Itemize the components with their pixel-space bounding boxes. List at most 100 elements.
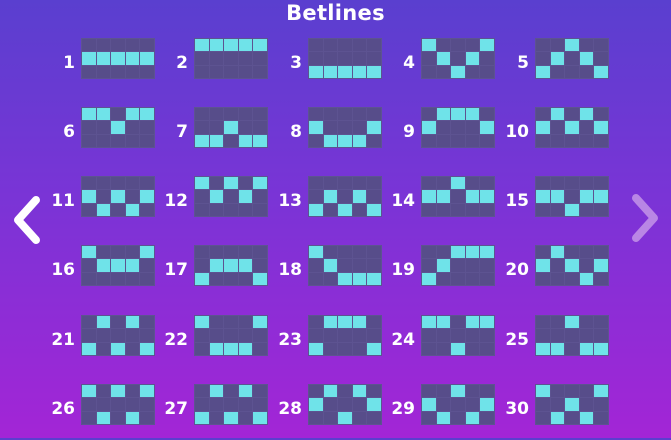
active-cell xyxy=(480,121,494,134)
inactive-cell xyxy=(451,411,465,424)
inactive-cell xyxy=(309,39,323,52)
active-cell xyxy=(238,39,253,52)
active-cell xyxy=(480,39,494,52)
inactive-cell xyxy=(209,272,224,285)
inactive-cell xyxy=(480,272,494,285)
inactive-cell xyxy=(338,342,352,355)
inactive-cell xyxy=(209,411,224,424)
inactive-cell xyxy=(436,121,451,134)
betline-16: 16 xyxy=(35,245,155,301)
active-cell xyxy=(111,259,125,272)
inactive-cell xyxy=(536,203,550,216)
inactive-cell xyxy=(352,246,367,259)
active-cell xyxy=(536,190,550,203)
inactive-cell xyxy=(565,342,579,355)
inactive-cell xyxy=(565,190,579,203)
inactive-cell xyxy=(436,39,451,52)
inactive-cell xyxy=(594,134,608,147)
betline-pattern xyxy=(421,315,495,356)
betline-pattern xyxy=(535,384,609,425)
inactive-cell xyxy=(536,108,550,121)
active-cell xyxy=(140,190,154,203)
inactive-cell xyxy=(436,177,451,190)
inactive-cell xyxy=(465,329,480,342)
active-cell xyxy=(451,177,465,190)
active-cell xyxy=(536,385,550,398)
inactive-cell xyxy=(579,177,594,190)
inactive-cell xyxy=(367,246,381,259)
inactive-cell xyxy=(238,329,253,342)
inactive-cell xyxy=(111,203,125,216)
active-cell xyxy=(338,65,352,78)
inactive-cell xyxy=(238,108,253,121)
inactive-cell xyxy=(238,398,253,411)
active-cell xyxy=(253,134,267,147)
inactive-cell xyxy=(451,203,465,216)
inactive-cell xyxy=(422,65,436,78)
active-cell xyxy=(338,203,352,216)
active-cell xyxy=(565,316,579,329)
active-cell xyxy=(96,411,111,424)
betline-number: 24 xyxy=(391,330,415,350)
active-cell xyxy=(195,39,209,52)
active-cell xyxy=(352,65,367,78)
inactive-cell xyxy=(323,52,338,65)
inactive-cell xyxy=(111,411,125,424)
betline-14: 14 xyxy=(375,176,495,232)
inactive-cell xyxy=(338,177,352,190)
inactive-cell xyxy=(338,190,352,203)
active-cell xyxy=(451,385,465,398)
active-cell xyxy=(82,385,96,398)
inactive-cell xyxy=(536,272,550,285)
inactive-cell xyxy=(480,65,494,78)
betline-number: 3 xyxy=(290,53,302,73)
active-cell xyxy=(565,39,579,52)
betline-number: 11 xyxy=(51,191,75,211)
inactive-cell xyxy=(224,108,238,121)
inactive-cell xyxy=(125,272,140,285)
inactive-cell xyxy=(253,108,267,121)
inactive-cell xyxy=(195,246,209,259)
inactive-cell xyxy=(125,177,140,190)
active-cell xyxy=(253,411,267,424)
next-page-button[interactable] xyxy=(624,192,664,244)
betline-number: 8 xyxy=(290,122,302,142)
inactive-cell xyxy=(480,342,494,355)
active-cell xyxy=(82,190,96,203)
previous-page-button[interactable] xyxy=(8,194,48,246)
active-cell xyxy=(323,259,338,272)
active-cell xyxy=(480,190,494,203)
inactive-cell xyxy=(550,177,565,190)
inactive-cell xyxy=(253,52,267,65)
inactive-cell xyxy=(367,177,381,190)
active-cell xyxy=(367,342,381,355)
active-cell xyxy=(224,177,238,190)
active-cell xyxy=(436,108,451,121)
active-cell xyxy=(224,121,238,134)
inactive-cell xyxy=(253,259,267,272)
betline-9: 9 xyxy=(375,107,495,163)
inactive-cell xyxy=(82,134,96,147)
inactive-cell xyxy=(224,52,238,65)
inactive-cell xyxy=(579,246,594,259)
active-cell xyxy=(82,246,96,259)
betline-pattern xyxy=(308,107,382,148)
active-cell xyxy=(579,52,594,65)
inactive-cell xyxy=(323,329,338,342)
active-cell xyxy=(309,121,323,134)
active-cell xyxy=(579,272,594,285)
active-cell xyxy=(451,342,465,355)
inactive-cell xyxy=(536,177,550,190)
inactive-cell xyxy=(565,411,579,424)
active-cell xyxy=(579,190,594,203)
active-cell xyxy=(436,316,451,329)
active-cell xyxy=(224,259,238,272)
inactive-cell xyxy=(465,398,480,411)
betline-number: 28 xyxy=(278,399,302,419)
inactive-cell xyxy=(367,190,381,203)
inactive-cell xyxy=(565,385,579,398)
active-cell xyxy=(465,190,480,203)
inactive-cell xyxy=(125,342,140,355)
active-cell xyxy=(125,203,140,216)
betline-pattern xyxy=(81,245,155,286)
